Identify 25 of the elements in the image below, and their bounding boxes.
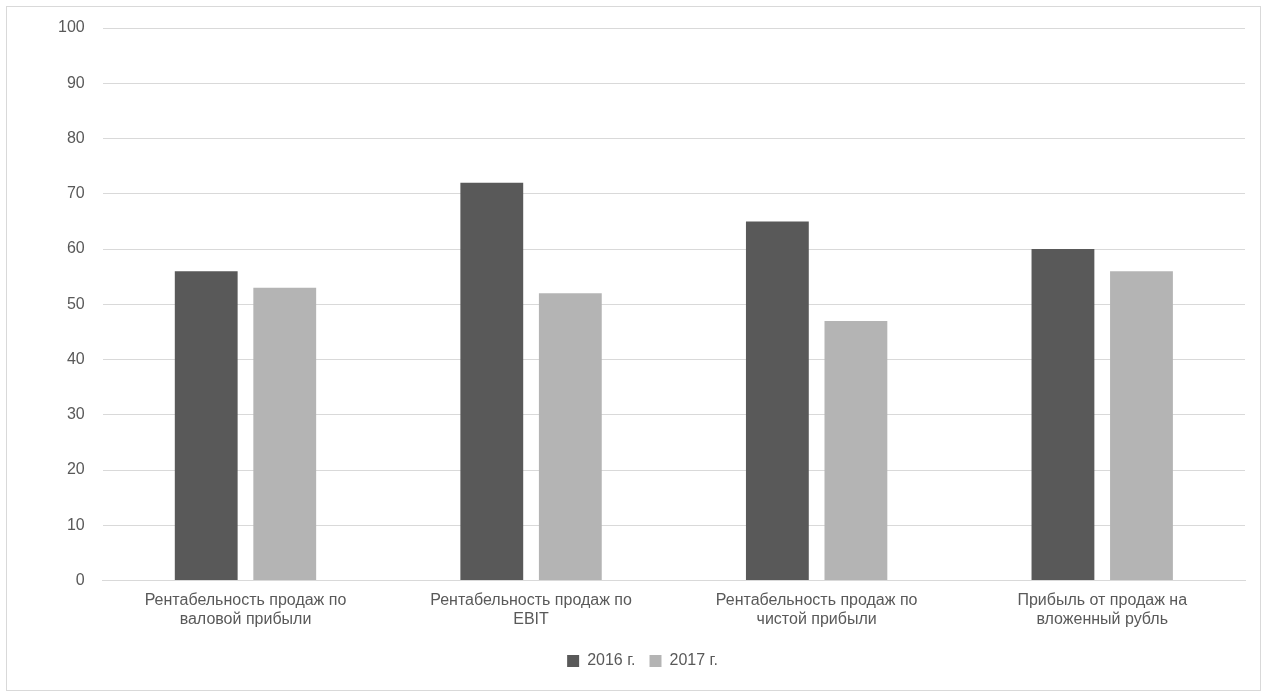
y-tick-label: 10 (66, 515, 85, 533)
y-tick-label: 50 (66, 294, 85, 312)
bar (1031, 249, 1095, 581)
bar (253, 287, 317, 581)
bar (460, 182, 524, 581)
legend-label: 2017 г. (669, 651, 718, 669)
bar (1110, 271, 1173, 581)
y-tick-label: 70 (66, 184, 85, 202)
x-tick-label: Рентабельность продаж по EBIT (430, 590, 632, 627)
y-tick-label: 40 (66, 349, 85, 367)
x-tick-label: Прибыль от продаж на вложенный рубль (1017, 590, 1188, 627)
y-tick-label: 30 (66, 405, 85, 423)
bar (745, 221, 809, 581)
x-tick-label: Рентабельность продаж по чистой прибыли (715, 590, 918, 627)
bar (824, 320, 888, 581)
y-tick-label: 60 (66, 239, 85, 257)
y-tick-label: 0 (75, 571, 85, 589)
x-tick-label: Рентабельность продаж по валовой прибыли (144, 590, 347, 627)
y-tick-label: 100 (57, 18, 85, 36)
legend-label: 2016 г. (587, 651, 636, 669)
bar (174, 271, 238, 581)
y-tick-label: 20 (66, 460, 85, 478)
y-tick-label: 80 (66, 128, 85, 146)
bar (538, 293, 602, 581)
y-tick-label: 90 (66, 73, 85, 91)
